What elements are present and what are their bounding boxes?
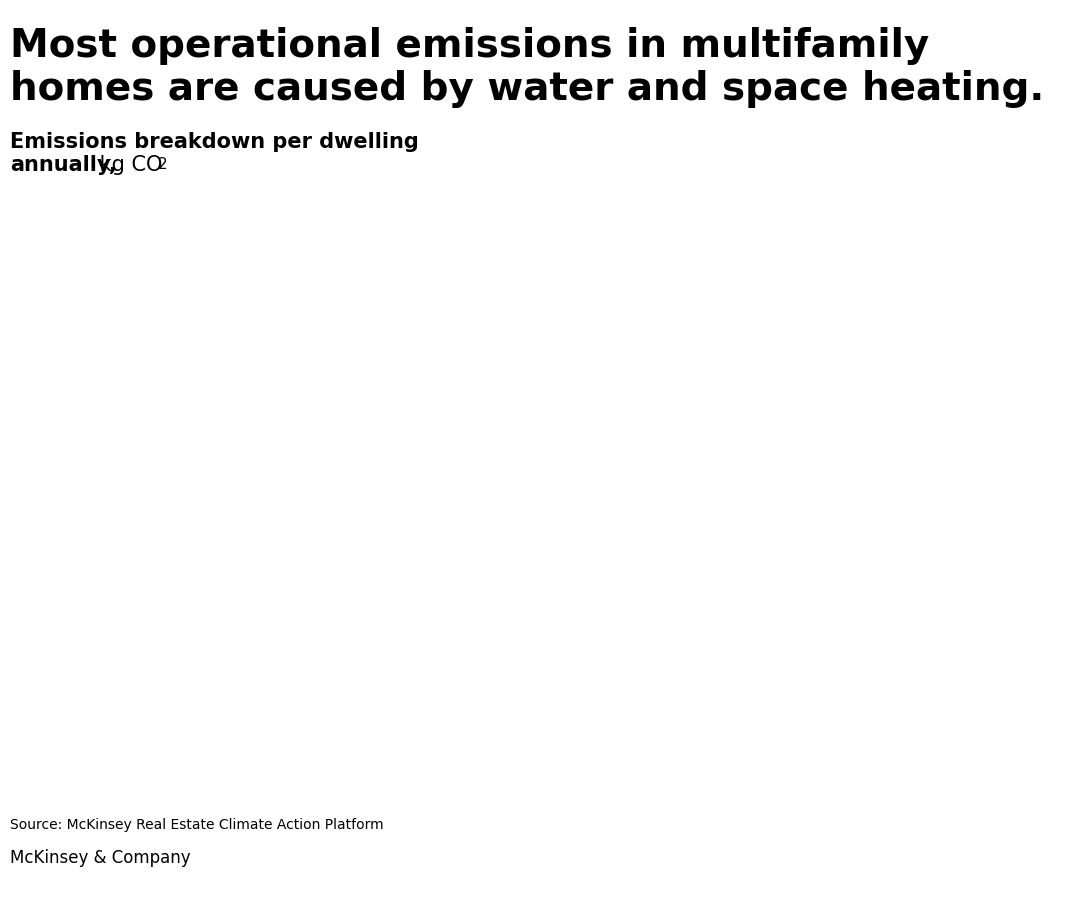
Text: Emissions breakdown per dwelling: Emissions breakdown per dwelling — [10, 132, 419, 152]
Text: Source: McKinsey Real Estate Climate Action Platform: Source: McKinsey Real Estate Climate Act… — [10, 818, 383, 832]
Text: kg CO: kg CO — [93, 155, 162, 175]
Text: annually,: annually, — [10, 155, 117, 175]
Text: 2: 2 — [158, 157, 167, 172]
Text: McKinsey & Company: McKinsey & Company — [10, 849, 191, 867]
Text: Most operational emissions in multifamily homes are caused by water and space he: Most operational emissions in multifamil… — [10, 27, 1044, 108]
